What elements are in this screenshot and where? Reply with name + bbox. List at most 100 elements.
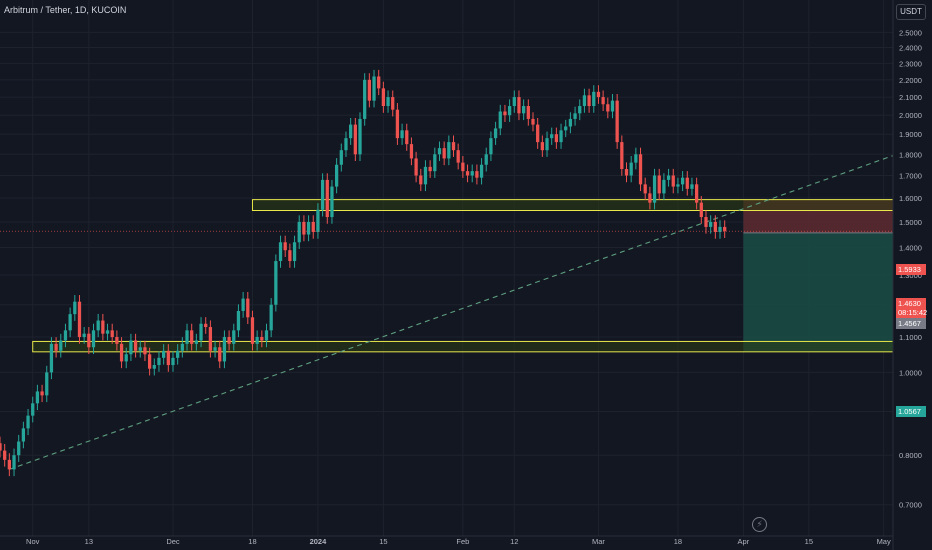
price-tick-label: 1.8000 [899,150,922,159]
candle-body [152,365,156,369]
position-box[interactable] [743,199,893,352]
candle-body [260,337,264,341]
candle-body [699,202,703,218]
candle-body [87,333,91,348]
price-zone [251,199,894,211]
candle-body [185,330,189,344]
candle-body [269,304,273,331]
candle-body [550,134,554,139]
time-tick-label: May [877,537,891,546]
candle-body [718,226,722,232]
price-tag-upper-zone: 1.5933 [896,264,926,275]
candle-body [428,166,432,172]
candle-body [162,350,166,358]
candle-body [489,138,493,155]
candle-body [447,142,451,159]
price-zone [32,340,894,353]
candle-body [596,91,601,98]
candle-body [320,179,325,210]
candle-body [222,337,227,362]
trendline[interactable] [9,141,932,470]
candle-body [713,221,717,232]
candle-body [493,128,498,139]
candle-body [671,175,675,187]
candle-body [512,97,516,107]
candle-body [330,186,334,218]
candle-body [437,148,442,155]
price-tick-label: 0.7000 [899,501,922,510]
price-tick-label: 2.0000 [899,111,922,120]
candle-body [620,142,624,170]
price-tick-label: 2.1000 [899,93,922,102]
candle-body [21,428,26,442]
candles [0,69,727,477]
lightning-icon[interactable]: ⚡ [752,517,767,532]
candle-body [17,441,21,456]
candle-body [311,221,315,232]
candle-body [31,403,35,416]
price-tick-label: 1.1000 [899,333,922,342]
candle-body [96,320,100,331]
candle-body [545,138,549,151]
price-tag-entry: 1.4567 [896,318,926,329]
time-axis[interactable]: Nov 13 Dec 18 2024 15 Feb 12 Mar 18 Apr 15 May [0,535,893,546]
price-tick-label: 1.5000 [899,218,922,227]
time-tick-label: 15 [805,537,813,546]
candle-body [246,298,250,318]
candle-body [540,142,544,151]
candle-body [723,226,727,232]
time-tick-label: 13 [85,537,93,546]
candle-body [709,221,713,227]
time-tick-label: Dec [166,537,180,546]
candle-body [227,337,231,344]
candle-body [624,169,629,176]
candle-body [3,450,7,460]
candle-body [176,350,180,358]
candle-body [218,347,222,362]
candle-body [241,298,245,311]
candle-body [643,184,647,194]
price-tick-label: 2.4000 [899,44,922,53]
price-axis-background [893,0,932,550]
time-tick-label: 15 [379,537,387,546]
price-axis[interactable]: 2.5000 2.4000 2.3000 2.2000 2.1000 2.0000 1.90… [892,0,932,550]
candle-body [657,175,661,194]
candle-body [236,310,241,331]
candle-body [522,106,526,114]
candle-body [363,79,367,119]
price-tag-current: 1.4630 08:15:42 [896,298,927,318]
time-tick-label: Feb [456,537,469,546]
candle-body [194,340,199,344]
candle-body [461,162,465,172]
candle-body [470,171,474,176]
candle-body [433,154,437,172]
candle-body [264,330,269,341]
currency-unit-button[interactable]: USDT [896,4,926,20]
candle-body [498,111,502,129]
candle-body [180,343,184,351]
candle-body [110,330,114,338]
candle-body [63,330,68,341]
candle-body [302,221,306,235]
candle-body [306,221,311,235]
candle-body [278,242,283,262]
time-tick-label: Apr [738,537,750,546]
candle-body [138,347,142,351]
candle-body [367,79,371,101]
candle-body [517,97,521,114]
candle-body [386,97,390,107]
candle-body [554,134,559,143]
candle-body [573,113,577,119]
time-tick-label: Nov [26,537,40,546]
candle-body [119,343,124,362]
candle-body [274,261,278,305]
price-tick-label: 1.4000 [899,244,922,253]
time-tick-label: 18 [674,537,682,546]
time-tick-label: 12 [510,537,518,546]
candle-body [578,106,582,114]
candle-body [400,130,404,139]
candle-body [166,350,170,366]
candle-body [297,221,301,243]
candle-body [124,354,128,362]
